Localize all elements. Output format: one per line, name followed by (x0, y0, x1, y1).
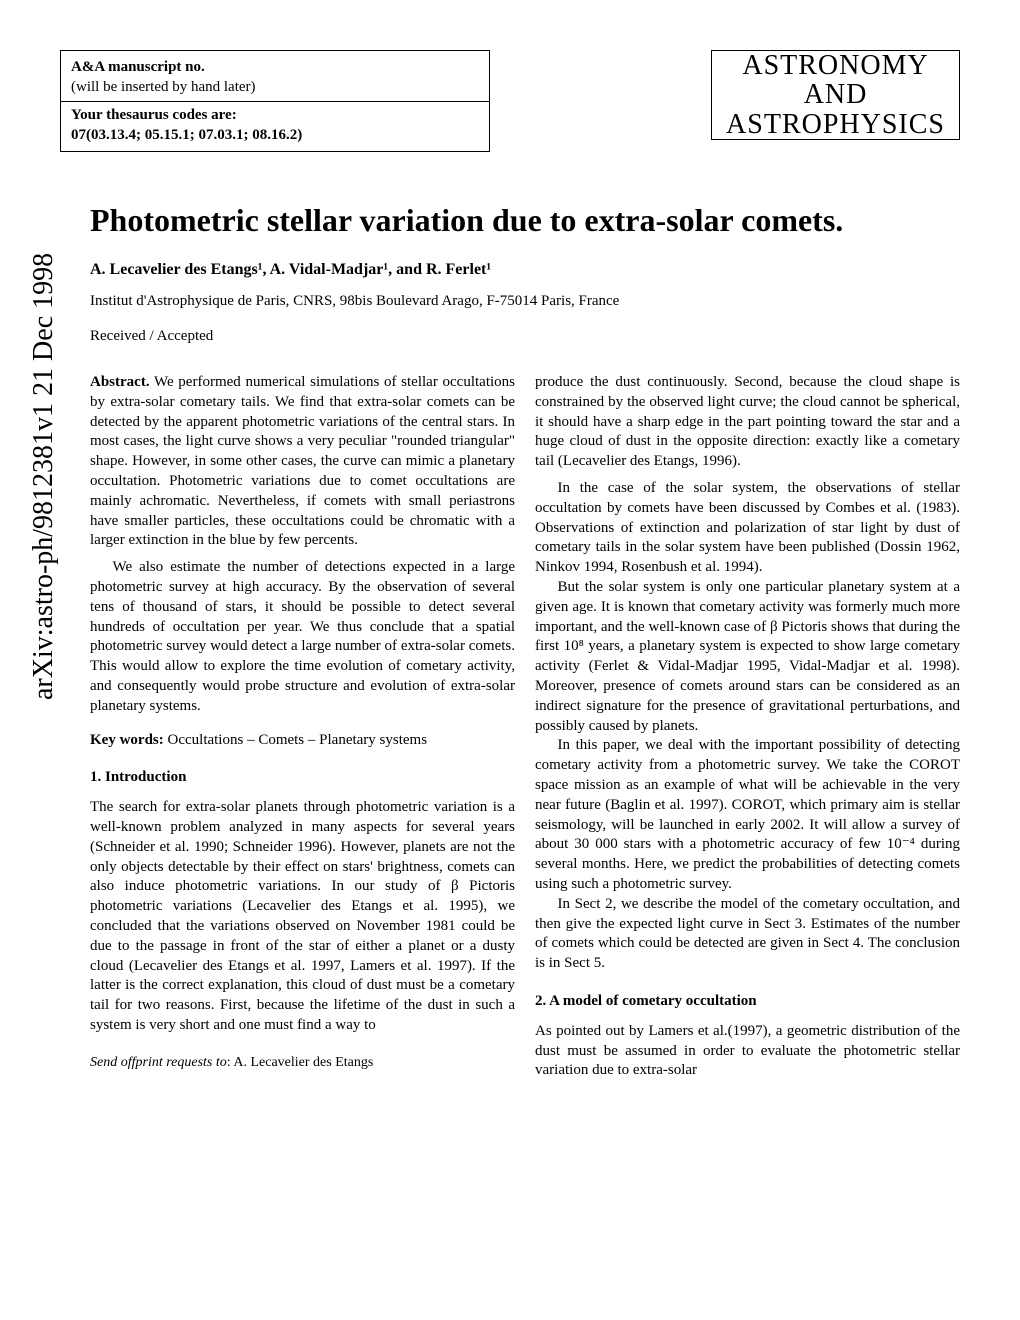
left-column: Abstract. We performed numerical simulat… (90, 373, 515, 1088)
manuscript-box-divider (61, 101, 489, 102)
journal-name-box: ASTRONOMY AND ASTROPHYSICS (711, 50, 960, 140)
keywords-block: Key words: Occultations – Comets – Plane… (90, 731, 515, 751)
journal-line3: ASTROPHYSICS (726, 110, 945, 139)
abstract-text-1: We performed numerical simulations of st… (90, 374, 515, 548)
manuscript-info-box: A&A manuscript no. (will be inserted by … (60, 50, 490, 152)
col2-paragraph-3: But the solar system is only one particu… (535, 578, 960, 736)
offprint-to: : A. Lecavelier des Etangs (227, 1055, 374, 1070)
section-1-heading: 1. Introduction (90, 768, 515, 788)
section-1-paragraph-1: The search for extra-solar planets throu… (90, 798, 515, 1036)
journal-line1: ASTRONOMY (726, 51, 945, 80)
paper-title: Photometric stellar variation due to ext… (90, 202, 960, 239)
abstract-paragraph-2: We also estimate the number of detection… (90, 558, 515, 716)
manuscript-no-placeholder: (will be inserted by hand later) (71, 77, 479, 97)
abstract-label: Abstract. (90, 374, 150, 390)
header-row: A&A manuscript no. (will be inserted by … (60, 50, 960, 152)
keywords-text: Occultations – Comets – Planetary system… (164, 732, 427, 748)
author-list: A. Lecavelier des Etangs¹, A. Vidal-Madj… (90, 261, 960, 279)
received-accepted: Received / Accepted (90, 328, 960, 345)
arxiv-identifier: arXiv:astro-ph/9812381v1 21 Dec 1998 (28, 253, 60, 700)
right-column: produce the dust continuously. Second, b… (535, 373, 960, 1088)
offprint-label: Send offprint requests to (90, 1055, 227, 1070)
col2-paragraph-2: In the case of the solar system, the obs… (535, 479, 960, 578)
thesaurus-codes: 07(03.13.4; 05.15.1; 07.03.1; 08.16.2) (71, 127, 302, 143)
col2-paragraph-5: In Sect 2, we describe the model of the … (535, 895, 960, 974)
two-column-body: Abstract. We performed numerical simulat… (90, 373, 960, 1088)
col2-paragraph-4: In this paper, we deal with the importan… (535, 736, 960, 894)
keywords-label: Key words: (90, 732, 164, 748)
manuscript-no-label: A&A manuscript no. (71, 59, 205, 75)
thesaurus-label: Your thesaurus codes are: (71, 107, 237, 123)
offprint-request: Send offprint requests to: A. Lecavelier… (90, 1054, 515, 1072)
journal-line2: AND (726, 80, 945, 109)
affiliation: Institut d'Astrophysique de Paris, CNRS,… (90, 293, 960, 310)
col2-paragraph-1: produce the dust continuously. Second, b… (535, 373, 960, 472)
section-2-heading: 2. A model of cometary occultation (535, 992, 960, 1012)
section-2-paragraph-1: As pointed out by Lamers et al.(1997), a… (535, 1022, 960, 1081)
abstract-paragraph-1: Abstract. We performed numerical simulat… (90, 373, 515, 551)
